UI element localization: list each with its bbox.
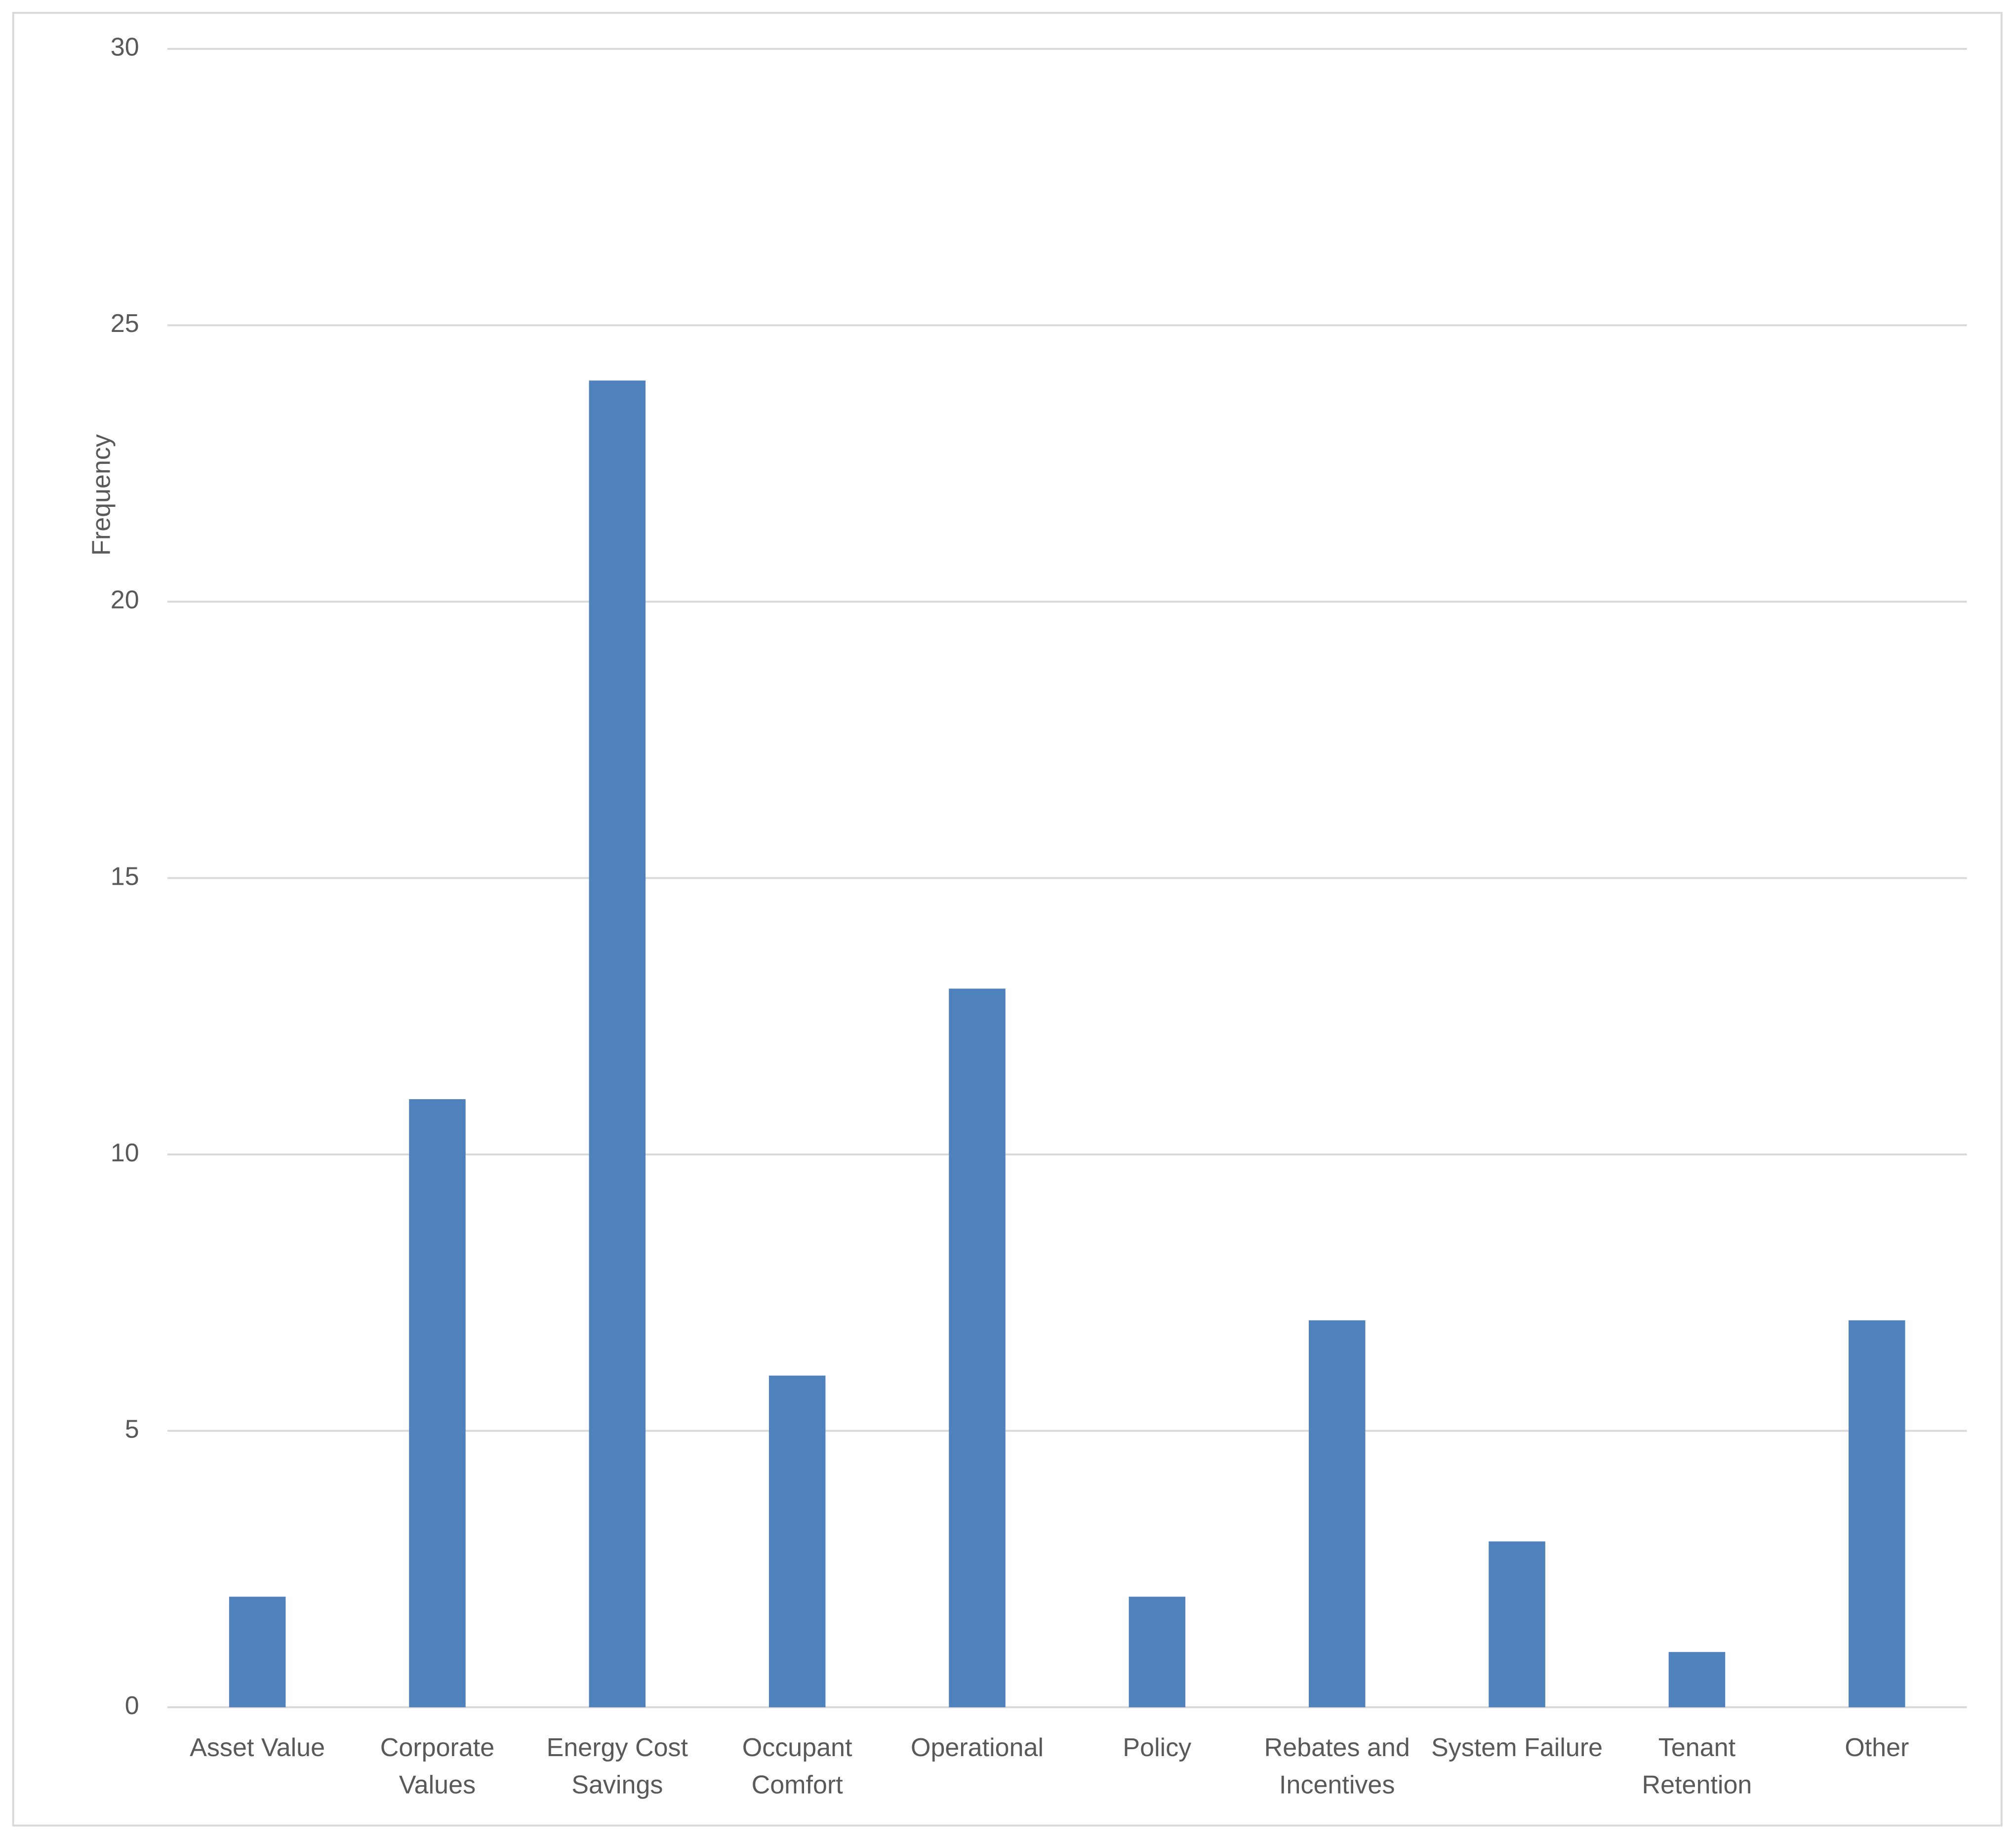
x-tick-label-box: Policy (1123, 1734, 1192, 1763)
x-tick-label-box: Rebates and Incentives (1264, 1734, 1410, 1800)
y-tick-label: 15 (111, 862, 139, 891)
bar (768, 1375, 826, 1708)
x-tick-label: System Failure (1431, 1734, 1603, 1763)
chart-border (12, 12, 2003, 1827)
x-tick-label: Rebates and Incentives (1264, 1734, 1410, 1800)
x-tick-label: Corporate Values (380, 1734, 495, 1800)
y-tick-label: 10 (111, 1139, 139, 1167)
y-tick-label: 0 (125, 1691, 139, 1720)
x-tick-label: Energy Cost Savings (546, 1734, 688, 1800)
bar (1668, 1652, 1726, 1708)
x-tick-label-box: System Failure (1431, 1734, 1603, 1763)
x-tick-label-box: Corporate Values (380, 1734, 495, 1800)
x-tick-label-box: Operational (910, 1734, 1044, 1763)
bar (1129, 1597, 1186, 1708)
y-tick-label: 25 (111, 309, 139, 338)
x-tick-label-box: Other (1845, 1734, 1909, 1763)
bar (409, 1099, 466, 1708)
bar (589, 380, 646, 1708)
y-tick-label: 30 (111, 33, 139, 62)
y-axis-label: Frequency (87, 434, 116, 556)
y-tick-label: 20 (111, 586, 139, 615)
x-tick-label-box: Occupant Comfort (742, 1734, 852, 1800)
x-tick-label: Tenant Retention (1642, 1734, 1752, 1800)
x-tick-label: Occupant Comfort (742, 1734, 852, 1800)
x-tick-label: Asset Value (190, 1734, 325, 1763)
x-tick-label: Policy (1123, 1734, 1192, 1763)
x-tick-label: Other (1845, 1734, 1909, 1763)
x-tick-label-box: Asset Value (190, 1734, 325, 1763)
x-tick-label-box: Energy Cost Savings (546, 1734, 688, 1800)
x-tick-label: Operational (910, 1734, 1044, 1763)
bar (229, 1597, 286, 1708)
bar (1308, 1320, 1366, 1708)
bar (1849, 1320, 1905, 1708)
bar (1489, 1541, 1545, 1708)
y-tick-label: 5 (125, 1415, 139, 1443)
bar (949, 988, 1006, 1708)
x-tick-label-box: Tenant Retention (1642, 1734, 1752, 1800)
